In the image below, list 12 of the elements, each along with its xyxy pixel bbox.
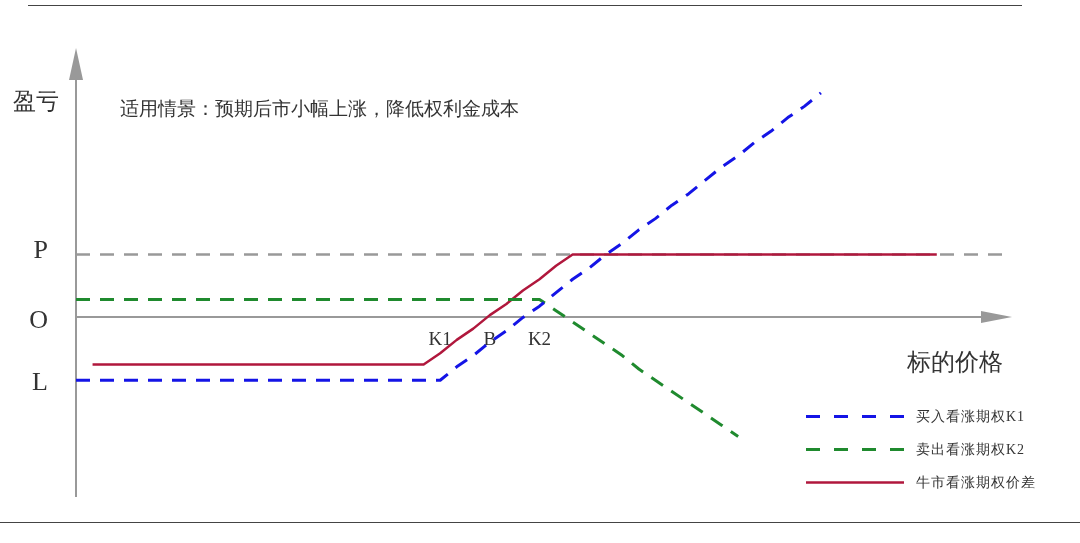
x-tick-label: K1 [428, 327, 452, 349]
annotation: 适用情景：预期后市小幅上涨，降低权利金成本 [120, 96, 519, 119]
ref-line-label: P [33, 235, 48, 265]
text: L [32, 367, 48, 397]
x-tick-label: B [483, 327, 497, 349]
x-tick-label: K2 [527, 327, 552, 349]
x-axis-title: 标的价格 [906, 347, 1003, 376]
y-axis-title: 盈亏 [13, 87, 59, 114]
legend-label: 牛市看涨期权价差 [916, 475, 1036, 491]
legend-label: 买入看涨期权K1 [916, 409, 1026, 425]
legend-label: 卖出看涨期权K2 [916, 442, 1026, 458]
text: O [29, 305, 48, 335]
